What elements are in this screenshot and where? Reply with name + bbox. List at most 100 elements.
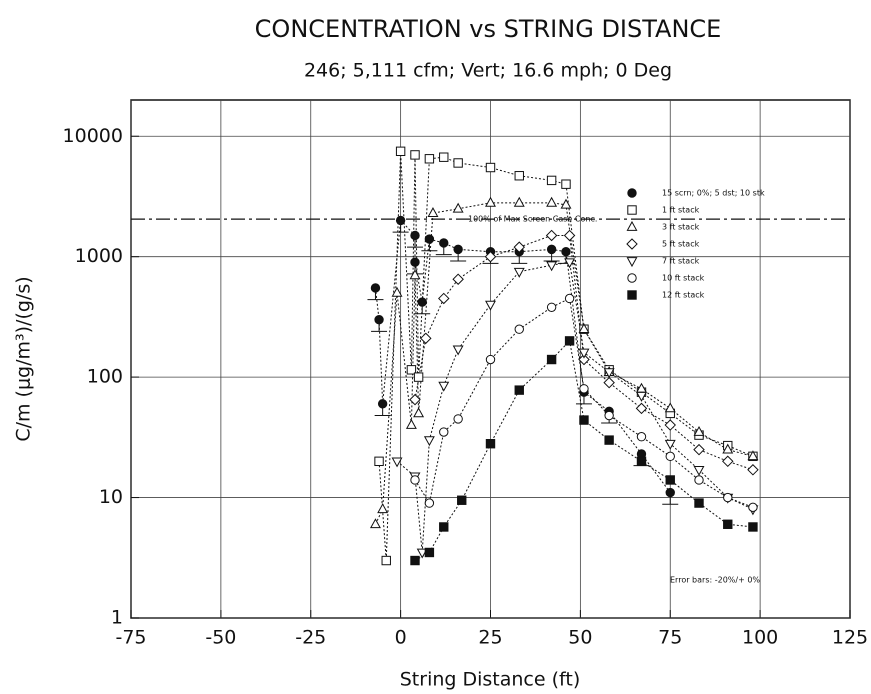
- marker: [627, 273, 637, 283]
- error-bar-note: Error bars: -20%/+ 0%: [670, 576, 760, 585]
- marker: [578, 323, 590, 334]
- y-axis-label: C/m (μg/m³)/(g/s): [13, 276, 35, 441]
- marker: [627, 290, 637, 300]
- marker: [546, 354, 557, 365]
- marker: [546, 302, 557, 313]
- marker: [391, 286, 403, 297]
- marker: [579, 384, 589, 394]
- marker: [579, 415, 589, 425]
- marker: [546, 261, 558, 272]
- marker: [485, 196, 496, 207]
- marker: [513, 241, 526, 253]
- marker: [438, 381, 450, 392]
- marker: [665, 451, 675, 462]
- marker: [564, 336, 575, 346]
- marker: [513, 267, 525, 278]
- marker: [723, 492, 733, 503]
- marker: [485, 300, 496, 311]
- marker: [409, 393, 421, 406]
- marker: [604, 435, 614, 445]
- marker: [722, 443, 734, 454]
- marker: [561, 247, 571, 257]
- marker: [438, 292, 450, 305]
- marker: [693, 465, 705, 476]
- marker: [453, 414, 463, 424]
- marker: [485, 439, 496, 449]
- marker: [424, 234, 435, 244]
- y-tick-label: 1000: [75, 245, 123, 267]
- marker: [545, 229, 558, 242]
- marker: [748, 522, 758, 532]
- marker: [723, 519, 733, 529]
- reference-label: 100% of Max Screen Case Conc.: [468, 215, 597, 224]
- marker: [636, 456, 647, 467]
- marker: [578, 348, 590, 359]
- marker: [409, 269, 421, 280]
- marker: [381, 555, 391, 566]
- legend-label: 15 scrn; 0%; 5 dst; 10 stk: [662, 189, 765, 198]
- marker: [370, 283, 381, 293]
- x-tick-label: 125: [832, 627, 868, 649]
- marker: [564, 258, 576, 269]
- marker: [377, 503, 389, 514]
- marker: [514, 171, 524, 181]
- series-line: [378, 151, 754, 561]
- marker: [395, 146, 406, 157]
- marker: [748, 502, 758, 513]
- marker: [417, 297, 427, 307]
- marker: [424, 154, 435, 164]
- legend-label: 5 ft stack: [662, 240, 700, 249]
- series-line: [396, 261, 754, 553]
- x-tick-label: -25: [295, 627, 326, 649]
- marker: [626, 238, 638, 250]
- marker: [664, 419, 676, 431]
- marker: [546, 244, 557, 255]
- marker: [694, 475, 704, 485]
- marker: [747, 464, 759, 476]
- marker: [514, 385, 524, 395]
- marker: [439, 238, 449, 248]
- marker: [627, 205, 637, 215]
- marker: [452, 202, 464, 213]
- marker: [439, 522, 449, 532]
- marker: [374, 314, 384, 325]
- marker: [546, 175, 557, 186]
- marker: [603, 376, 615, 389]
- chart-subtitle: 246; 5,111 cfm; Vert; 16.6 mph; 0 Deg: [304, 60, 672, 82]
- marker: [413, 372, 424, 382]
- marker: [626, 257, 638, 268]
- marker: [416, 548, 428, 559]
- marker: [374, 456, 384, 467]
- marker: [391, 457, 403, 468]
- x-tick-label: 100: [742, 627, 778, 649]
- marker: [453, 158, 463, 168]
- marker: [747, 450, 759, 461]
- marker: [452, 345, 464, 356]
- marker: [423, 436, 435, 447]
- marker: [561, 179, 571, 189]
- x-tick-label: 25: [478, 627, 502, 649]
- marker: [410, 555, 420, 566]
- y-tick-label: 10000: [63, 125, 123, 147]
- series-line: [374, 219, 671, 493]
- y-tick-label: 10: [99, 486, 123, 508]
- marker: [564, 293, 575, 304]
- marker: [377, 399, 388, 409]
- legend-label: 1 ft stack: [662, 206, 700, 215]
- x-tick-label: 50: [568, 627, 592, 649]
- marker: [636, 432, 647, 442]
- marker: [665, 487, 675, 498]
- marker: [484, 250, 497, 263]
- marker: [439, 427, 449, 437]
- x-tick-label: -75: [115, 627, 146, 649]
- marker: [485, 354, 496, 365]
- marker: [452, 273, 464, 285]
- legend-label: 10 ft stack: [662, 274, 705, 283]
- marker: [664, 402, 676, 413]
- marker: [413, 407, 425, 418]
- marker: [424, 498, 435, 508]
- marker: [722, 455, 734, 468]
- marker: [693, 443, 705, 456]
- marker: [664, 439, 676, 450]
